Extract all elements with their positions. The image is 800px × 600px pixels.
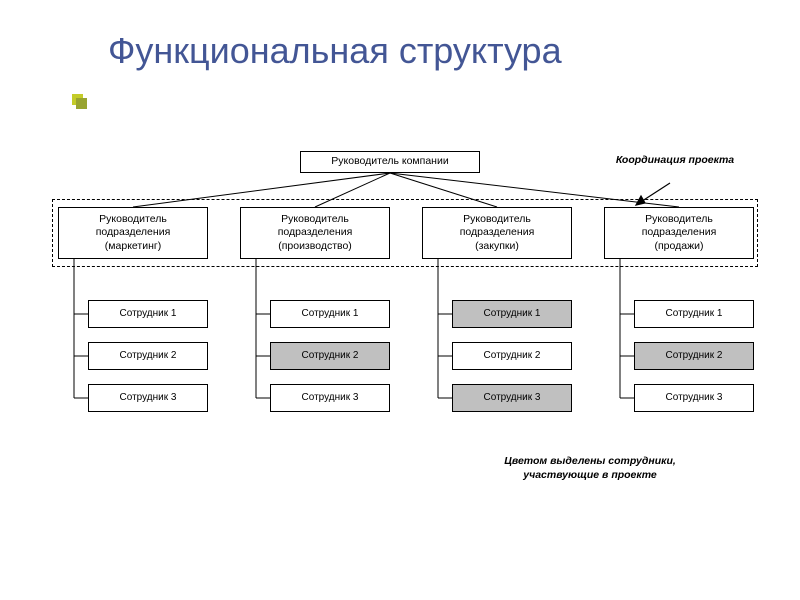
employee-node: Сотрудник 2: [270, 342, 390, 370]
department-node: Руководительподразделения (продажи): [604, 207, 754, 259]
dept-line: подразделения: [460, 226, 535, 238]
slide-title: Функциональная структура: [108, 30, 562, 71]
root-node: Руководитель компании: [300, 151, 480, 173]
department-node: Руководительподразделения (закупки): [422, 207, 572, 259]
coordination-label: Координация проекта: [590, 154, 760, 166]
department-node: Руководительподразделения (производство): [240, 207, 390, 259]
employee-node: Сотрудник 2: [88, 342, 208, 370]
dept-line: (продажи): [655, 240, 704, 252]
dept-line: Руководитель: [645, 213, 713, 225]
dept-line: подразделения: [278, 226, 353, 238]
dept-line: Руководитель: [99, 213, 167, 225]
dept-line: Руководитель: [281, 213, 349, 225]
employee-node: Сотрудник 2: [634, 342, 754, 370]
employee-node: Сотрудник 1: [88, 300, 208, 328]
footnote: Цветом выделены сотрудники, участвующие …: [460, 455, 720, 482]
employee-node: Сотрудник 1: [634, 300, 754, 328]
dept-line: (закупки): [475, 240, 519, 252]
employee-node: Сотрудник 1: [270, 300, 390, 328]
employee-node: Сотрудник 3: [88, 384, 208, 412]
employee-node: Сотрудник 3: [452, 384, 572, 412]
dept-line: (производство): [278, 240, 352, 252]
dept-line: подразделения: [642, 226, 717, 238]
employee-node: Сотрудник 2: [452, 342, 572, 370]
dept-line: подразделения: [96, 226, 171, 238]
footnote-line2: участвующие в проекте: [523, 469, 657, 481]
slide-bullet-icon: [72, 94, 83, 105]
employee-node: Сотрудник 3: [270, 384, 390, 412]
dept-line: Руководитель: [463, 213, 531, 225]
department-node: Руководительподразделения (маркетинг): [58, 207, 208, 259]
employee-node: Сотрудник 1: [452, 300, 572, 328]
employee-node: Сотрудник 3: [634, 384, 754, 412]
dept-line: (маркетинг): [105, 240, 161, 252]
footnote-line1: Цветом выделены сотрудники,: [504, 455, 676, 467]
